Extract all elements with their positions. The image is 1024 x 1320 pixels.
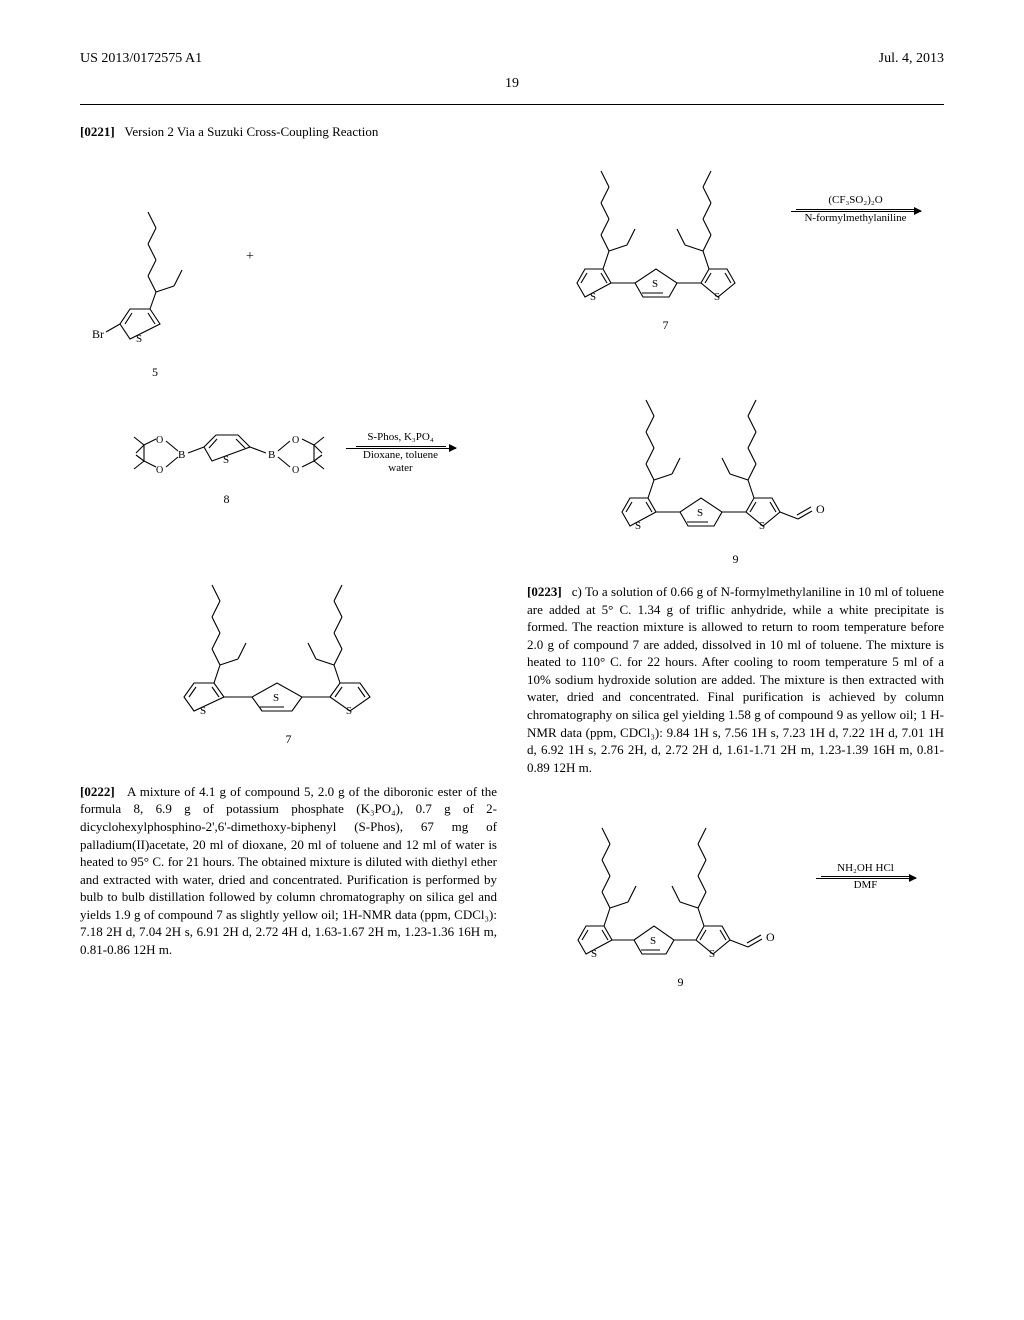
- para-0221: [0221] Version 2 Via a Suzuki Cross-Coup…: [80, 123, 497, 141]
- aldehyde-o-1: O: [816, 502, 825, 516]
- arrow2-top: (CF₃SO₂)₂O: [796, 194, 916, 211]
- plus-sign: +: [246, 248, 254, 267]
- svg-text:S: S: [273, 692, 279, 704]
- svg-text:S: S: [650, 935, 656, 947]
- compound7-structure-icon: S S S: [154, 531, 424, 731]
- compound7-label-right: 7: [663, 317, 669, 333]
- compound5: S: [90, 164, 220, 380]
- svg-text:S: S: [200, 705, 206, 717]
- compound5-label: 5: [152, 364, 158, 380]
- page-number: 19: [80, 75, 944, 94]
- para-0222: [0222] A mixture of 4.1 g of compound 5,…: [80, 783, 497, 958]
- arrow3-top: NH₂OH HCl: [821, 862, 911, 879]
- svg-text:S: S: [223, 454, 229, 466]
- svg-text:B: B: [268, 449, 275, 461]
- compound9-label-bottom: 9: [678, 974, 684, 990]
- scheme-oxime: S S S: [527, 794, 944, 990]
- compound5-row: S: [90, 164, 497, 380]
- svg-text:S: S: [709, 948, 715, 960]
- para-0222-text: A mixture of 4.1 g of compound 5, 2.0 g …: [80, 784, 497, 957]
- para-0223: [0223] c) To a solution of 0.66 g of N-f…: [527, 583, 944, 776]
- pub-date: Jul. 4, 2013: [879, 50, 944, 69]
- arrow-icon: [816, 878, 916, 879]
- svg-text:S: S: [652, 278, 658, 290]
- para-0223-text: c) To a solution of 0.66 g of N-formylme…: [527, 584, 944, 774]
- compound7-right: S S S: [551, 127, 781, 333]
- svg-text:B: B: [178, 449, 185, 461]
- svg-text:S: S: [590, 291, 596, 303]
- svg-text:S: S: [714, 291, 720, 303]
- bracket-0222: [0222]: [80, 784, 115, 799]
- svg-text:O: O: [292, 435, 299, 446]
- para-0221-text: Version 2 Via a Suzuki Cross-Coupling Re…: [124, 124, 378, 139]
- compound8-arrow-row: S B O O: [80, 401, 497, 507]
- arrow-icon: [791, 211, 921, 212]
- pub-number: US 2013/0172575 A1: [80, 50, 202, 69]
- compound8-label: 8: [224, 491, 230, 507]
- compound7-arrow-row: S S S: [527, 127, 944, 333]
- compound7-label-left: 7: [286, 731, 292, 747]
- svg-text:S: S: [591, 948, 597, 960]
- svg-text:O: O: [156, 465, 163, 476]
- arrow3-bottom: DMF: [854, 879, 878, 893]
- suzuki-arrow: S-Phos, K₃PO₄ Dioxane, toluene water: [346, 431, 456, 476]
- oxime-arrow: NH₂OH HCl DMF: [816, 862, 916, 894]
- svg-text:S: S: [136, 333, 142, 345]
- svg-text:O: O: [292, 465, 299, 476]
- svg-text:S: S: [759, 520, 765, 532]
- compound9-bottom: S S S: [556, 794, 806, 990]
- compound8-structure-icon: S B O O: [122, 401, 332, 491]
- svg-text:S: S: [346, 705, 352, 717]
- arrow1-bottom: Dioxane, toluene water: [363, 449, 438, 477]
- page-root: US 2013/0172575 A1 Jul. 4, 2013 19 [0221…: [0, 0, 1024, 1320]
- left-column: [0221] Version 2 Via a Suzuki Cross-Coup…: [80, 123, 497, 1007]
- svg-text:S: S: [635, 520, 641, 532]
- compound9-arrow-row: S S S: [527, 794, 944, 990]
- arrow-icon: [346, 448, 456, 449]
- scheme-formylation: S S S: [527, 127, 944, 567]
- bracket-0221: [0221]: [80, 124, 115, 139]
- formylation-arrow: (CF₃SO₂)₂O N-formylmethylaniline: [791, 194, 921, 226]
- scheme-suzuki: S: [80, 164, 497, 747]
- compound9-structure-icon: S S S: [596, 351, 876, 551]
- compound5-structure-icon: S: [90, 164, 220, 364]
- arrow1-top: S-Phos, K₃PO₄: [356, 431, 446, 448]
- page-header: US 2013/0172575 A1 Jul. 4, 2013: [80, 50, 944, 69]
- svg-text:S: S: [697, 507, 703, 519]
- svg-text:O: O: [156, 435, 163, 446]
- bracket-0223: [0223]: [527, 584, 562, 599]
- header-rule: [80, 104, 944, 105]
- content-columns: [0221] Version 2 Via a Suzuki Cross-Coup…: [80, 123, 944, 1007]
- aldehyde-o-2: O: [766, 930, 775, 944]
- arrow2-bottom: N-formylmethylaniline: [804, 212, 906, 226]
- bromine-label: Br: [92, 327, 104, 341]
- compound7-right-structure-icon: S S S: [551, 127, 781, 317]
- compound8: S B O O: [122, 401, 332, 507]
- compound7-left: S S S: [80, 531, 497, 747]
- compound9-label: 9: [733, 551, 739, 567]
- right-column: S S S: [527, 123, 944, 1007]
- compound9: S S S: [527, 351, 944, 567]
- compound9-bottom-structure-icon: S S S: [556, 794, 806, 974]
